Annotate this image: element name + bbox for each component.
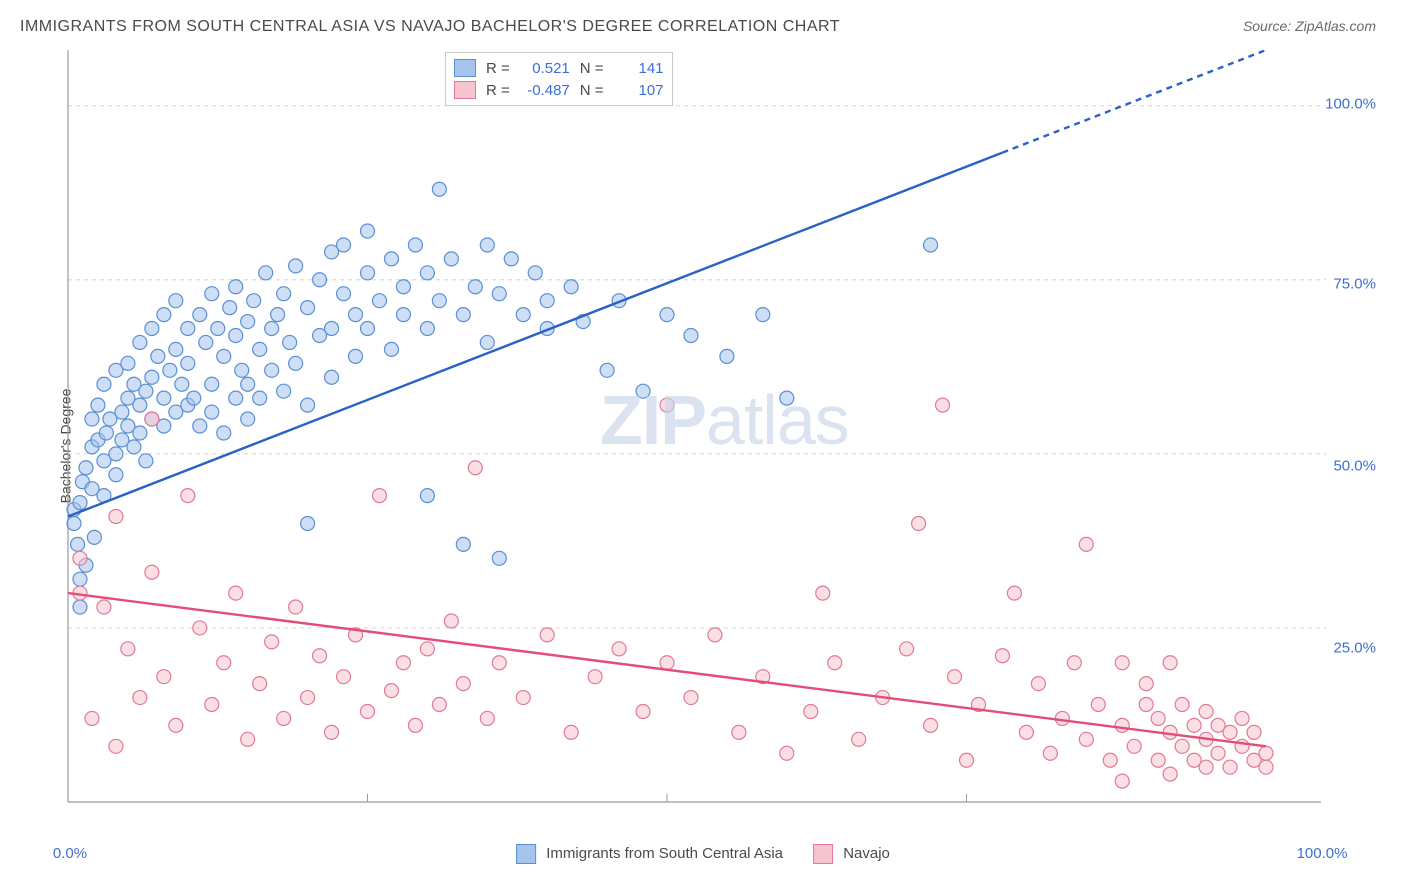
xtick-0: 0.0%: [53, 845, 87, 862]
correlation-stats-box: R = 0.521 N = 141 R = -0.487 N = 107: [445, 52, 673, 106]
legend-item-1: Immigrants from South Central Asia: [516, 844, 783, 864]
stats-R-label: R =: [486, 82, 510, 99]
stats-R-value-2: -0.487: [520, 82, 570, 99]
stats-swatch-1: [454, 59, 476, 77]
stats-N-label: N =: [580, 82, 604, 99]
stats-row-series-2: R = -0.487 N = 107: [454, 79, 664, 101]
legend: Immigrants from South Central Asia Navaj…: [516, 844, 890, 864]
xtick-100: 100.0%: [1297, 845, 1348, 862]
ytick-25: 25.0%: [1333, 640, 1376, 657]
chart-title: IMMIGRANTS FROM SOUTH CENTRAL ASIA VS NA…: [20, 18, 840, 36]
stats-R-value-1: 0.521: [520, 60, 570, 77]
stats-N-label: N =: [580, 60, 604, 77]
scatter-svg: [60, 50, 1326, 832]
legend-label-1: Immigrants from South Central Asia: [546, 845, 783, 862]
chart-container: IMMIGRANTS FROM SOUTH CENTRAL ASIA VS NA…: [0, 0, 1406, 892]
plot-area: [60, 50, 1326, 832]
legend-label-2: Navajo: [843, 845, 890, 862]
stats-R-label: R =: [486, 60, 510, 77]
stats-row-series-1: R = 0.521 N = 141: [454, 57, 664, 79]
legend-item-2: Navajo: [813, 844, 890, 864]
source-attribution: Source: ZipAtlas.com: [1243, 18, 1376, 34]
ytick-100: 100.0%: [1325, 96, 1376, 113]
ytick-50: 50.0%: [1333, 458, 1376, 475]
stats-swatch-2: [454, 81, 476, 99]
legend-swatch-2: [813, 844, 833, 864]
legend-swatch-1: [516, 844, 536, 864]
stats-N-value-1: 141: [614, 60, 664, 77]
stats-N-value-2: 107: [614, 82, 664, 99]
ytick-75: 75.0%: [1333, 276, 1376, 293]
